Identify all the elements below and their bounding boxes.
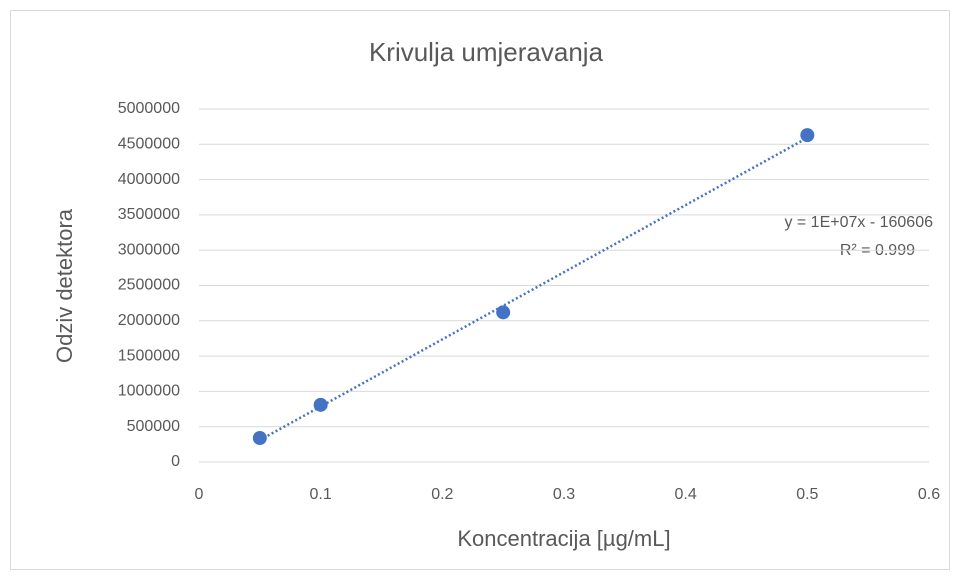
y-axis-label: Odziv detektora	[52, 208, 77, 363]
y-tick-label: 3000000	[118, 241, 180, 258]
y-tick-label: 2000000	[118, 312, 180, 329]
trendline-equation: y = 1E+07x - 160606	[784, 214, 933, 231]
data-point	[496, 305, 511, 320]
x-tick-label: 0	[195, 486, 204, 503]
trendline	[259, 136, 808, 442]
data-point	[313, 397, 328, 412]
chart-title: Krivulja umjeravanja	[369, 37, 604, 67]
y-tick-label: 4000000	[118, 171, 180, 188]
y-tick-label: 1000000	[118, 383, 180, 400]
y-tick-label: 5000000	[118, 100, 180, 117]
x-tick-label: 0.2	[431, 486, 453, 503]
data-point	[800, 128, 815, 143]
x-axis-label: Koncentracija [µg/mL]	[457, 526, 670, 551]
trendline-r2: R² = 0.999	[840, 242, 915, 259]
chart-border	[10, 10, 950, 570]
x-tick-label: 0.6	[918, 486, 940, 503]
data-point	[252, 430, 267, 445]
y-tick-label: 2500000	[118, 277, 180, 294]
x-tick-label: 0.4	[675, 486, 697, 503]
y-tick-label: 0	[171, 453, 180, 470]
x-tick-label: 0.5	[796, 486, 818, 503]
y-tick-label: 4500000	[118, 136, 180, 153]
y-tick-label: 1500000	[118, 347, 180, 364]
y-tick-label: 500000	[127, 418, 180, 435]
x-tick-label: 0.3	[553, 486, 575, 503]
x-tick-label: 0.1	[310, 486, 332, 503]
y-tick-label: 3500000	[118, 206, 180, 223]
